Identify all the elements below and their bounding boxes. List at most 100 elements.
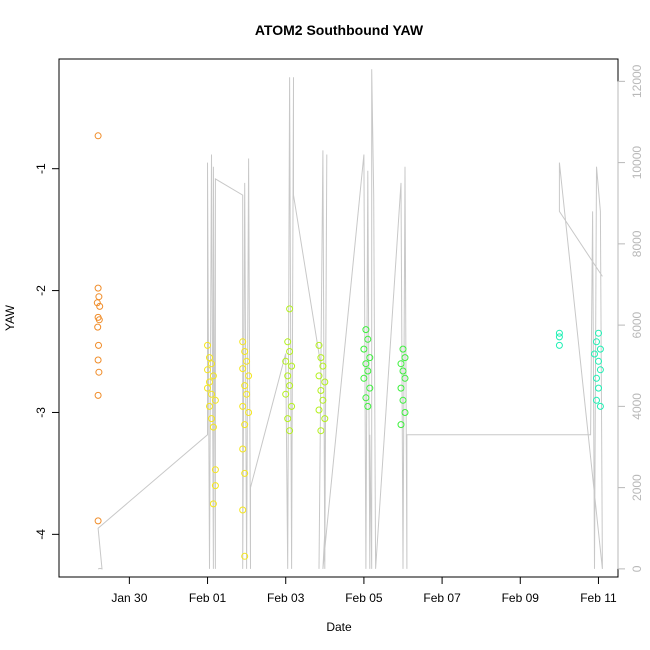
scatter-point <box>241 469 249 477</box>
x-tick-label: Feb 03 <box>267 591 305 605</box>
y-tick-label: -2 <box>34 285 48 296</box>
scatter-point <box>93 299 101 307</box>
scatter-point <box>401 409 409 416</box>
scatter-points-layer <box>93 132 604 560</box>
x-tick-label: Feb 09 <box>502 591 540 605</box>
scatter-point <box>206 378 213 386</box>
y-axis-label: YAW <box>3 304 17 331</box>
scatter-point <box>593 338 600 346</box>
scatter-point <box>94 517 102 525</box>
scatter-point <box>364 367 372 375</box>
scatter-point <box>315 341 323 349</box>
scatter-point <box>401 374 409 382</box>
scatter-point <box>209 372 217 380</box>
y2-tick-label: 8000 <box>630 230 644 257</box>
y-axis: -4 -3 -2 -1 <box>34 163 60 540</box>
scatter-point <box>315 406 323 414</box>
scatter-point <box>211 482 219 490</box>
scatter-point <box>364 402 372 410</box>
scatter-point <box>596 402 604 410</box>
scatter-point <box>397 384 405 392</box>
scatter-point <box>555 333 563 341</box>
scatter-point <box>94 391 102 399</box>
y-tick-label: -4 <box>34 529 48 540</box>
scatter-point <box>241 421 249 429</box>
scatter-point <box>362 360 370 368</box>
scatter-point <box>399 345 407 353</box>
scatter-point <box>209 500 217 508</box>
scatter-point <box>595 329 602 337</box>
y2-tick-label: 4000 <box>630 393 644 420</box>
x-tick-label: Jan 30 <box>111 591 147 605</box>
chart-title: ATOM2 Southbound YAW <box>255 22 424 38</box>
y-tick-label: -1 <box>34 163 48 174</box>
scatter-point <box>243 390 251 398</box>
scatter-point <box>593 396 600 404</box>
scatter-point <box>286 348 294 355</box>
scatter-point <box>397 421 405 429</box>
scatter-point <box>206 354 213 362</box>
scatter-point <box>95 293 103 301</box>
scatter-point <box>95 341 102 349</box>
scatter-point <box>204 384 211 392</box>
scatter-point <box>399 396 407 404</box>
x-axis-label: Date <box>326 620 352 634</box>
scatter-point <box>286 427 294 435</box>
scatter-point <box>555 329 563 337</box>
scatter-point <box>204 341 211 349</box>
y2-tick-label: 6000 <box>630 311 644 338</box>
scatter-point <box>595 384 602 392</box>
scatter-point <box>208 360 215 368</box>
scatter-point <box>596 345 604 353</box>
scatter-point <box>360 374 368 382</box>
scatter-point <box>282 357 290 365</box>
scatter-point <box>288 402 296 410</box>
scatter-point <box>317 427 325 435</box>
scatter-point <box>321 415 329 423</box>
y2-tick-label: 12000 <box>630 64 644 98</box>
scatter-point <box>241 552 249 560</box>
scatter-point <box>286 305 294 313</box>
scatter-point <box>208 415 215 423</box>
scatter-point <box>239 445 247 453</box>
scatter-point <box>555 341 563 349</box>
scatter-point <box>241 382 249 390</box>
scatter-point <box>362 394 370 402</box>
scatter-point <box>94 132 102 140</box>
x-tick-label: Feb 01 <box>189 591 227 605</box>
scatter-point <box>95 368 103 376</box>
scatter-point <box>315 372 323 380</box>
scatter-point <box>239 506 247 514</box>
scatter-point <box>206 402 213 410</box>
y2-tick-label: 2000 <box>630 474 644 501</box>
scatter-point <box>239 365 247 373</box>
scatter-point <box>397 360 405 368</box>
scatter-point <box>96 302 104 310</box>
scatter-point <box>321 378 329 386</box>
x-tick-label: Feb 11 <box>580 591 617 605</box>
scatter-point <box>595 357 602 365</box>
scatter-point <box>239 338 247 346</box>
scatter-point <box>596 366 604 374</box>
y2-tick-label: 10000 <box>630 146 644 180</box>
plot-frame <box>58 58 619 578</box>
scatter-point <box>399 367 407 375</box>
scatter-point <box>245 409 253 416</box>
scatter-point <box>288 362 296 370</box>
scatter-point <box>245 372 253 380</box>
line-series <box>97 69 603 570</box>
scatter-point <box>317 387 325 394</box>
scatter-point <box>362 326 370 334</box>
scatter-point <box>211 466 219 474</box>
scatter-point <box>94 323 102 331</box>
scatter-point <box>209 423 217 431</box>
x-tick-label: Feb 07 <box>423 591 461 605</box>
scatter-point <box>241 348 249 355</box>
scatter-point <box>282 390 290 398</box>
scatter-point <box>366 354 374 362</box>
y2-tick-label: 0 <box>630 565 644 572</box>
scatter-point <box>319 362 327 370</box>
scatter-point <box>94 284 102 292</box>
scatter-point <box>94 356 102 364</box>
